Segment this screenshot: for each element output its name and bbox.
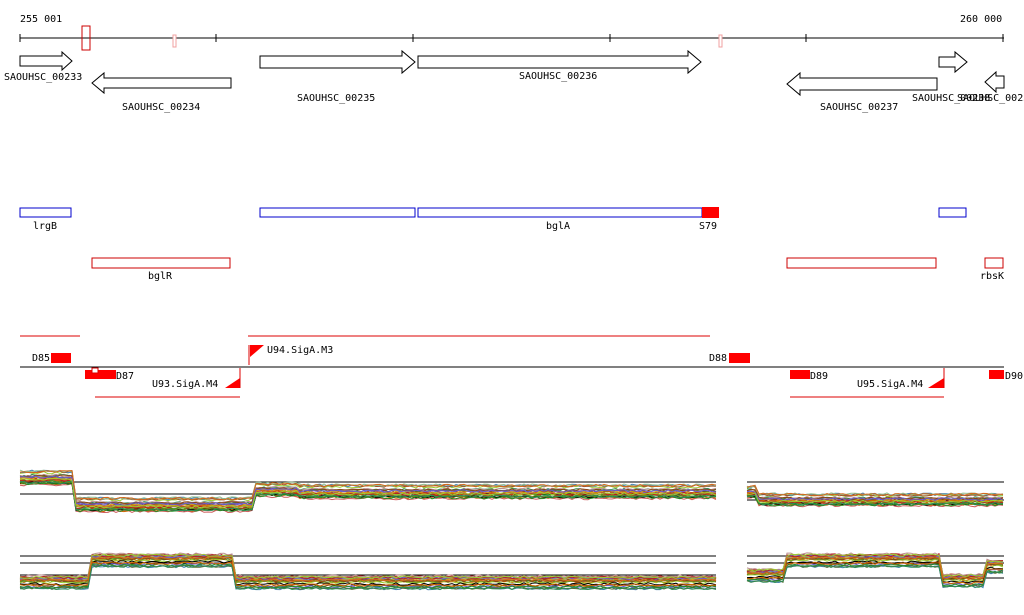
feature-box-rbsk[interactable] (984, 257, 1004, 269)
expression-profile-lines (19, 552, 1004, 591)
marker-label: D90 (1005, 371, 1023, 382)
gene-arrow-saouhsc-0023x[interactable]: SAOUHSC_0023 (957, 70, 1024, 104)
promoter-label: U93.SigA.M4 (152, 379, 218, 390)
marker-label: D89 (810, 371, 828, 382)
gene-arrow-saouhsc-00235[interactable]: SAOUHSC_00235 (259, 49, 416, 104)
feature-label: bglA (546, 221, 570, 232)
feature-label: lrgB (33, 221, 57, 232)
feature-label: bglR (148, 271, 173, 282)
d90-marker[interactable] (989, 370, 1004, 379)
gene-label: SAOUHSC_00234 (122, 102, 200, 113)
gene-arrow-saouhsc-00233[interactable]: SAOUHSC_00233 (4, 50, 82, 83)
expression-profile-lines (19, 469, 1004, 514)
feature-box-bglr[interactable] (91, 257, 231, 269)
expression-track-lower (19, 552, 1004, 591)
coordinate-ruler: 255 001 260 000 (19, 14, 1004, 51)
expression-profile-line (19, 561, 1004, 587)
d88-marker[interactable] (729, 353, 750, 363)
gene-label: SAOUHSC_00236 (519, 71, 597, 82)
marker-label: D87 (116, 371, 134, 382)
expression-profile-line (19, 553, 1004, 579)
s79-label: S79 (699, 221, 717, 232)
feature-box[interactable] (786, 257, 937, 269)
expression-profile-line (19, 475, 1004, 506)
gene-label: SAOUHSC_00235 (297, 93, 375, 104)
gene-label: SAOUHSC_00233 (4, 72, 82, 83)
marker-label: D88 (709, 353, 727, 364)
expression-profile-line (19, 556, 1004, 582)
promoter-flag[interactable] (928, 378, 944, 388)
expression-profile-line (19, 563, 1004, 589)
gene-label: SAOUHSC_00238 (912, 93, 990, 104)
ruler-mini-marker (718, 34, 723, 48)
d89-marker[interactable] (790, 370, 810, 379)
gene-label: SAOUHSC_00237 (820, 102, 898, 113)
red-feature-track: bglR rbsK (91, 257, 1004, 282)
d87-marker[interactable] (85, 370, 116, 379)
promoter-label: U94.SigA.M3 (267, 345, 333, 356)
gene-track: SAOUHSC_00233 SAOUHSC_00234 SAOUHSC_0023… (4, 49, 1024, 113)
feature-label: rbsK (980, 271, 1004, 282)
feature-box-lrgb[interactable] (19, 207, 72, 218)
feature-box[interactable] (259, 207, 416, 218)
ruler-start-label: 255 001 (20, 14, 62, 25)
s79-marker[interactable] (702, 207, 719, 218)
marker-label: D85 (32, 353, 50, 364)
gene-arrow-saouhsc-00237[interactable]: SAOUHSC_00237 (786, 71, 938, 113)
ruler-mini-marker (172, 34, 177, 48)
ruler-end-label: 260 000 (960, 14, 1002, 25)
blue-feature-track: lrgB bglA S79 (19, 207, 967, 232)
regulatory-track: D85 D87 D88 D89 D90 U94.SigA.M3 U93.SigA… (20, 335, 1023, 398)
feature-box-bgla[interactable] (417, 207, 703, 218)
gene-arrow-saouhsc-00234[interactable]: SAOUHSC_00234 (91, 71, 232, 113)
expression-profile-line (20, 469, 1004, 501)
expression-profile-line (19, 564, 1004, 591)
gene-label: SAOUHSC_0023 (957, 93, 1024, 104)
ruler-highlight-marker[interactable] (81, 25, 91, 51)
d87-notch (91, 367, 99, 374)
promoter-flag[interactable] (250, 345, 264, 357)
promoter-flag[interactable] (225, 378, 240, 388)
d85-marker[interactable] (51, 353, 71, 363)
expression-profile-line (19, 478, 1004, 509)
expression-profile-line (19, 480, 1004, 512)
promoter-label: U95.SigA.M4 (857, 379, 923, 390)
gene-arrow-saouhsc-00238[interactable]: SAOUHSC_00238 (912, 50, 990, 104)
feature-box[interactable] (938, 207, 967, 218)
gene-arrow-saouhsc-00236[interactable]: SAOUHSC_00236 (417, 49, 702, 82)
expression-track-upper (19, 469, 1004, 514)
